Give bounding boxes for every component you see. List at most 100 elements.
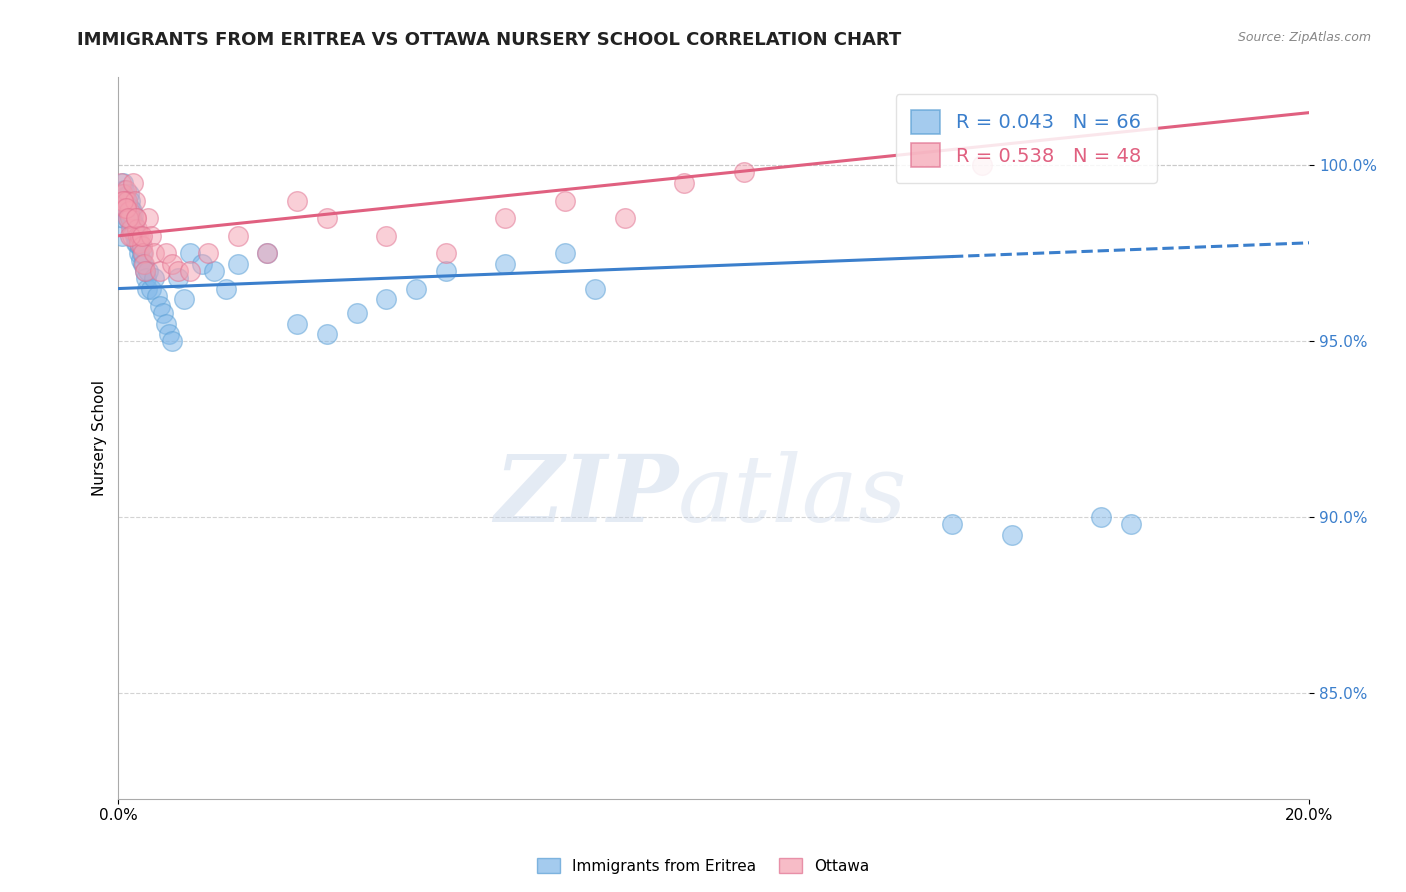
Point	[167, 264, 190, 278]
Point	[405, 281, 427, 295]
Point	[434, 264, 457, 278]
Point	[146, 288, 169, 302]
Point	[112, 194, 135, 208]
Point	[583, 281, 606, 295]
Point	[315, 327, 337, 342]
Point	[112, 194, 135, 208]
Text: ZIP: ZIP	[494, 450, 678, 541]
Point	[129, 253, 152, 268]
Point	[125, 211, 148, 226]
Point	[122, 176, 145, 190]
Point	[191, 257, 214, 271]
Point	[120, 211, 142, 226]
Point	[613, 211, 636, 226]
Point	[143, 271, 166, 285]
Point	[110, 176, 132, 190]
Point	[112, 190, 135, 204]
Point	[129, 228, 152, 243]
Point	[127, 228, 149, 243]
Point	[226, 257, 249, 271]
Text: IMMIGRANTS FROM ERITREA VS OTTAWA NURSERY SCHOOL CORRELATION CHART: IMMIGRANTS FROM ERITREA VS OTTAWA NURSER…	[77, 31, 901, 49]
Point	[375, 228, 398, 243]
Point	[149, 264, 172, 278]
Point	[141, 281, 163, 295]
Point	[1090, 510, 1112, 524]
Point	[256, 246, 278, 260]
Y-axis label: Nursery School: Nursery School	[93, 380, 107, 496]
Point	[111, 186, 134, 201]
Point	[117, 201, 139, 215]
Point	[132, 246, 155, 260]
Point	[155, 317, 177, 331]
Point	[115, 183, 138, 197]
Point	[120, 228, 142, 243]
Point	[136, 264, 159, 278]
Text: Source: ZipAtlas.com: Source: ZipAtlas.com	[1237, 31, 1371, 45]
Point	[117, 211, 139, 226]
Point	[110, 186, 132, 201]
Point	[127, 235, 149, 250]
Point	[141, 228, 163, 243]
Point	[315, 211, 337, 226]
Point	[128, 246, 150, 260]
Point	[494, 257, 516, 271]
Point	[125, 221, 148, 235]
Point	[114, 201, 136, 215]
Point	[125, 211, 148, 226]
Point	[1000, 528, 1022, 542]
Point	[134, 264, 156, 278]
Point	[124, 194, 146, 208]
Point	[125, 228, 148, 243]
Point	[136, 281, 159, 295]
Text: atlas: atlas	[678, 450, 908, 541]
Point	[494, 211, 516, 226]
Point	[121, 221, 143, 235]
Point	[112, 183, 135, 197]
Point	[285, 317, 308, 331]
Point	[554, 246, 576, 260]
Point	[125, 235, 148, 250]
Point	[117, 204, 139, 219]
Point	[118, 208, 141, 222]
Point	[554, 194, 576, 208]
Point	[114, 201, 136, 215]
Point	[157, 327, 180, 342]
Legend: R = 0.043   N = 66, R = 0.538   N = 48: R = 0.043 N = 66, R = 0.538 N = 48	[896, 95, 1157, 183]
Point	[226, 228, 249, 243]
Point	[1119, 517, 1142, 532]
Point	[733, 165, 755, 179]
Point	[124, 225, 146, 239]
Point	[179, 246, 201, 260]
Point	[256, 246, 278, 260]
Point	[117, 186, 139, 201]
Point	[128, 239, 150, 253]
Point	[673, 176, 696, 190]
Point	[120, 201, 142, 215]
Point	[167, 271, 190, 285]
Point	[131, 228, 153, 243]
Point	[160, 334, 183, 349]
Point	[285, 194, 308, 208]
Point	[124, 228, 146, 243]
Point	[155, 246, 177, 260]
Point	[112, 211, 135, 226]
Point	[149, 299, 172, 313]
Point	[152, 306, 174, 320]
Point	[131, 246, 153, 260]
Point	[160, 257, 183, 271]
Point	[114, 197, 136, 211]
Point	[120, 221, 142, 235]
Point	[122, 218, 145, 232]
Point	[202, 264, 225, 278]
Point	[179, 264, 201, 278]
Point	[131, 239, 153, 253]
Point	[115, 194, 138, 208]
Point	[121, 215, 143, 229]
Point	[132, 257, 155, 271]
Point	[121, 228, 143, 243]
Point	[118, 211, 141, 226]
Point	[115, 204, 138, 219]
Point	[117, 211, 139, 226]
Point	[134, 264, 156, 278]
Point	[346, 306, 368, 320]
